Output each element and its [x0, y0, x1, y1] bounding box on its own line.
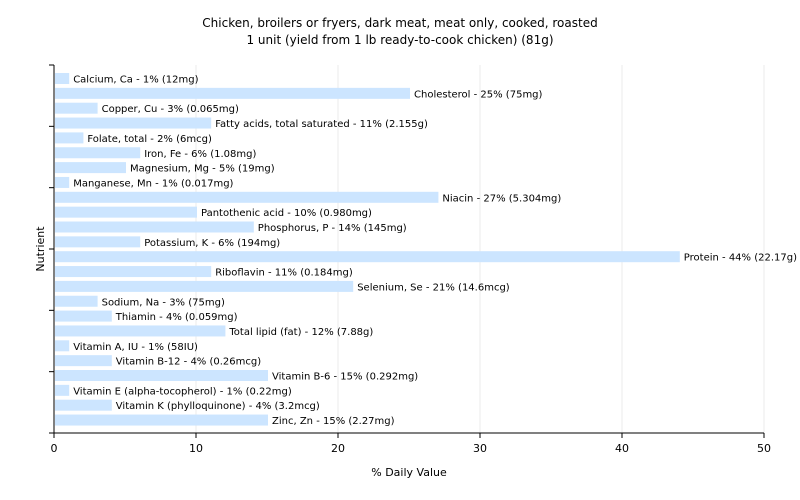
bar	[55, 176, 70, 188]
bar-label: Magnesium, Mg - 5% (19mg)	[130, 164, 275, 175]
bar-label: Fatty acids, total saturated - 11% (2.15…	[215, 119, 428, 130]
bar-label: Riboflavin - 11% (0.184mg)	[215, 268, 353, 279]
x-tick-label: 10	[189, 442, 203, 455]
bar-label: Potassium, K - 6% (194mg)	[144, 238, 280, 249]
bar	[55, 251, 680, 263]
bar	[55, 340, 70, 352]
bar	[55, 162, 126, 174]
bar	[55, 206, 197, 218]
bar-label: Iron, Fe - 6% (1.08mg)	[144, 149, 256, 160]
bar	[55, 280, 354, 292]
bar	[55, 399, 112, 411]
bars	[55, 73, 680, 426]
bar-label: Copper, Cu - 3% (0.065mg)	[102, 104, 239, 115]
bar-label: Zinc, Zn - 15% (2.27mg)	[272, 416, 395, 427]
axis-ticks: 0 10 20 30 40 50	[49, 64, 771, 455]
bar-label: Vitamin K (phylloquinone) - 4% (3.2mcg)	[116, 401, 320, 412]
bar-label: Vitamin B-12 - 4% (0.26mcg)	[116, 357, 261, 368]
bar-labels: Calcium, Ca - 1% (12mg) Cholesterol - 25%…	[73, 75, 797, 428]
bar	[55, 73, 70, 84]
bar-label: Sodium, Na - 3% (75mg)	[102, 297, 225, 308]
bar-label: Selenium, Se - 21% (14.6mcg)	[357, 282, 510, 293]
bar-label: Thiamin - 4% (0.059mg)	[115, 312, 238, 323]
bar-label: Vitamin A, IU - 1% (58IU)	[73, 342, 198, 353]
bar	[55, 414, 268, 426]
bar	[55, 355, 112, 367]
bar-label: Calcium, Ca - 1% (12mg)	[73, 75, 198, 86]
bar	[55, 102, 98, 114]
bar	[55, 325, 226, 337]
bar	[55, 384, 70, 396]
chart-title: Chicken, broilers or fryers, dark meat, …	[202, 16, 597, 30]
x-axis-label: % Daily Value	[371, 466, 447, 479]
bar-label: Total lipid (fat) - 12% (7.88g)	[228, 327, 373, 338]
x-tick-label: 0	[51, 442, 58, 455]
x-tick-label: 30	[473, 442, 487, 455]
bar	[55, 295, 98, 307]
bar-label: Protein - 44% (22.17g)	[684, 253, 797, 264]
bar-label: Vitamin B-6 - 15% (0.292mg)	[272, 372, 418, 383]
bar-label: Phosphorus, P - 14% (145mg)	[258, 223, 407, 234]
chart-subtitle: 1 unit (yield from 1 lb ready-to-cook ch…	[246, 33, 553, 47]
bar	[55, 370, 268, 381]
x-tick-label: 20	[331, 442, 345, 455]
x-tick-label: 50	[757, 442, 771, 455]
bar	[55, 191, 439, 203]
bar	[55, 147, 141, 159]
bar	[55, 221, 254, 233]
bar	[55, 117, 212, 129]
bar	[55, 236, 141, 248]
bar-label: Cholesterol - 25% (75mg)	[414, 89, 543, 100]
x-tick-label: 40	[615, 442, 629, 455]
bar	[55, 266, 212, 278]
bar-label: Niacin - 27% (5.304mg)	[442, 193, 561, 204]
bar-label: Folate, total - 2% (6mcg)	[87, 134, 212, 145]
bar-label: Vitamin E (alpha-tocopherol) - 1% (0.22m…	[73, 386, 292, 397]
bar	[55, 310, 112, 322]
bar	[55, 132, 84, 144]
y-axis-label: Nutrient	[34, 226, 47, 272]
bar-label: Manganese, Mn - 1% (0.017mg)	[73, 178, 233, 189]
bar-label: Pantothenic acid - 10% (0.980mg)	[201, 208, 372, 219]
bar	[55, 87, 410, 99]
